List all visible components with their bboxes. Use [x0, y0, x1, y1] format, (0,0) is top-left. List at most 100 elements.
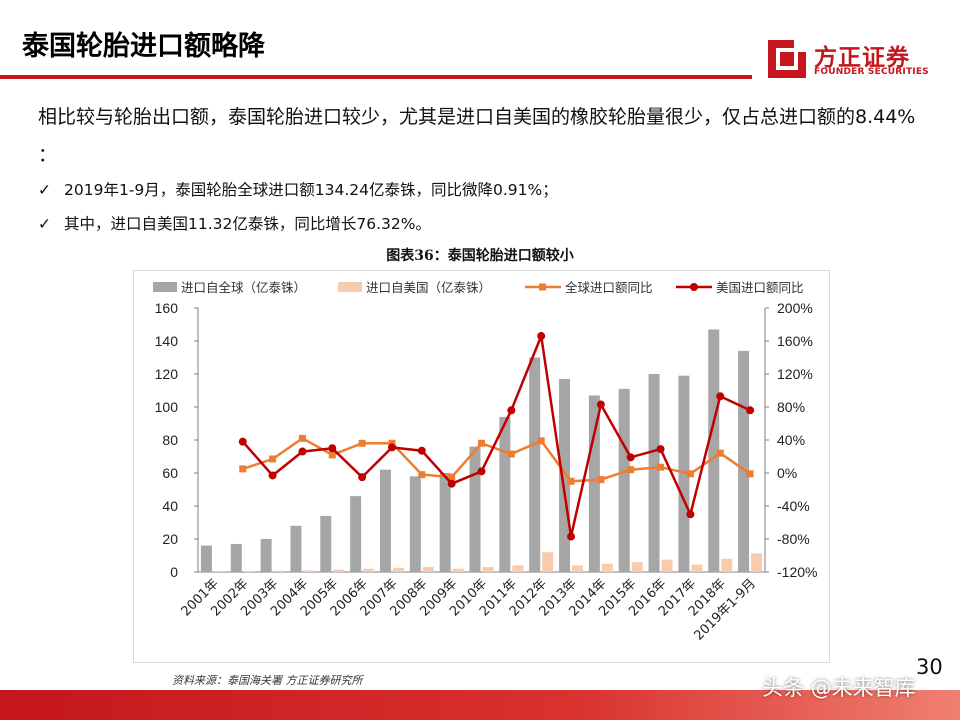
us-yoy-point — [537, 332, 546, 341]
us-yoy-point — [656, 445, 665, 454]
global-yoy-point — [358, 439, 366, 447]
bar-us — [333, 569, 345, 572]
legend-global-yoy-label: 全球进口额同比 — [565, 280, 653, 295]
global-yoy-point — [269, 455, 277, 463]
left-tick-label: 120 — [155, 366, 179, 382]
bullet-item: ✓ 2019年1-9月，泰国轮胎全球进口额134.24亿泰铢，同比微降0.91%； — [38, 178, 558, 200]
us-yoy-point — [716, 392, 725, 401]
legend-global-swatch — [153, 282, 177, 292]
us-yoy-point — [596, 400, 605, 409]
global-yoy-point — [328, 451, 336, 459]
right-tick-label: 40% — [777, 432, 805, 448]
legend-global-yoy-marker — [539, 283, 546, 291]
bar-us — [572, 565, 584, 572]
intro-paragraph: 相比较与轮胎出口额，泰国轮胎进口较少，尤其是进口自美国的橡胶轮胎量很少，仅占总进… — [38, 106, 916, 166]
right-tick-label: 120% — [777, 366, 813, 382]
bar-us — [273, 570, 285, 572]
bar-us — [392, 567, 404, 572]
bar-us — [243, 571, 255, 572]
bar-us — [542, 552, 554, 572]
left-tick-label: 140 — [155, 333, 179, 349]
us-yoy-point — [567, 532, 576, 541]
global-yoy-point — [746, 470, 754, 478]
bar-global — [230, 543, 242, 572]
us-yoy-point — [507, 406, 516, 415]
bar-us — [452, 568, 464, 572]
bar-global — [648, 374, 660, 572]
right-tick-label: 0% — [777, 465, 797, 481]
global-yoy-point — [239, 465, 247, 473]
legend-us-yoy-marker — [690, 283, 698, 291]
global-yoy-point — [627, 466, 635, 474]
bar-global — [678, 375, 690, 572]
company-logo: 方正证券 FOUNDER SECURITIES — [766, 36, 936, 82]
bar-global — [260, 539, 272, 572]
watermark: 头条 @未来智库 — [762, 676, 916, 700]
footer-band — [0, 690, 960, 720]
bullet-text: 其中，进口自美国11.32亿泰铢，同比增长76.32%。 — [64, 215, 431, 233]
bar-us — [422, 567, 434, 572]
bar-global — [499, 416, 511, 572]
bar-us — [631, 562, 643, 572]
global-yoy-point — [418, 471, 426, 479]
bullet-item: ✓ 其中，进口自美国11.32亿泰铢，同比增长76.32%。 — [38, 212, 431, 234]
global-yoy-line — [242, 436, 751, 483]
chart-title: 图表36：泰国轮胎进口额较小 — [386, 248, 574, 264]
logo-text-cn: 方正证券 — [814, 45, 910, 71]
bar-us — [721, 558, 733, 572]
page-title: 泰国轮胎进口额略降 — [22, 31, 265, 62]
bar-global — [290, 525, 302, 572]
us-yoy-point — [238, 437, 247, 446]
right-tick-label: -80% — [777, 531, 810, 547]
bar-us — [512, 565, 524, 572]
bar-us — [661, 559, 673, 572]
bar-global — [588, 395, 600, 572]
us-yoy-point — [387, 443, 396, 452]
us-yoy-point — [746, 406, 755, 415]
page-number: 30 — [916, 655, 943, 679]
us-yoy-line — [241, 331, 751, 537]
global-yoy-point — [388, 439, 396, 447]
left-tick-label: 0 — [170, 564, 178, 580]
bar-global — [738, 350, 750, 572]
bar-us — [482, 567, 494, 572]
left-tick-label: 40 — [162, 498, 178, 514]
us-yoy-point — [477, 467, 486, 476]
left-tick-label: 100 — [155, 399, 179, 415]
check-icon: ✓ — [38, 181, 51, 199]
global-yoy-point — [657, 463, 665, 471]
title-underline — [0, 75, 752, 79]
legend-us-label: 进口自美国（亿泰铢） — [366, 280, 491, 295]
global-yoy-point — [686, 470, 694, 478]
right-tick-label: 80% — [777, 399, 805, 415]
bar-global — [379, 469, 391, 572]
bar-global — [439, 473, 451, 572]
check-icon: ✓ — [38, 215, 51, 233]
bar-us — [213, 571, 225, 572]
source-note: 资料来源：泰国海关署 方正证券研究所 — [172, 674, 363, 687]
logo-text-en: FOUNDER SECURITIES — [814, 67, 929, 77]
bar-global — [559, 378, 571, 572]
left-tick-label: 60 — [162, 465, 178, 481]
left-tick-label: 80 — [162, 432, 178, 448]
global-yoy-point — [597, 476, 605, 484]
right-tick-label: -40% — [777, 498, 810, 514]
bar-global — [320, 515, 332, 572]
bar-global — [708, 329, 720, 572]
bar-us — [363, 568, 375, 572]
global-yoy-point — [507, 450, 515, 458]
bar-global — [350, 496, 362, 572]
global-yoy-point — [478, 439, 485, 447]
left-tick-label: 160 — [155, 300, 179, 316]
us-yoy-point — [417, 446, 426, 455]
right-tick-label: -120% — [777, 564, 817, 580]
bar-us — [691, 564, 703, 572]
legend-us-swatch — [338, 282, 362, 292]
bar-us — [601, 563, 613, 572]
global-yoy-point — [716, 449, 724, 457]
global-yoy-point — [537, 437, 545, 445]
us-yoy-point — [626, 453, 635, 462]
right-tick-label: 160% — [777, 333, 813, 349]
legend-us-yoy-label: 美国进口额同比 — [716, 280, 804, 295]
bar-global — [469, 446, 481, 572]
